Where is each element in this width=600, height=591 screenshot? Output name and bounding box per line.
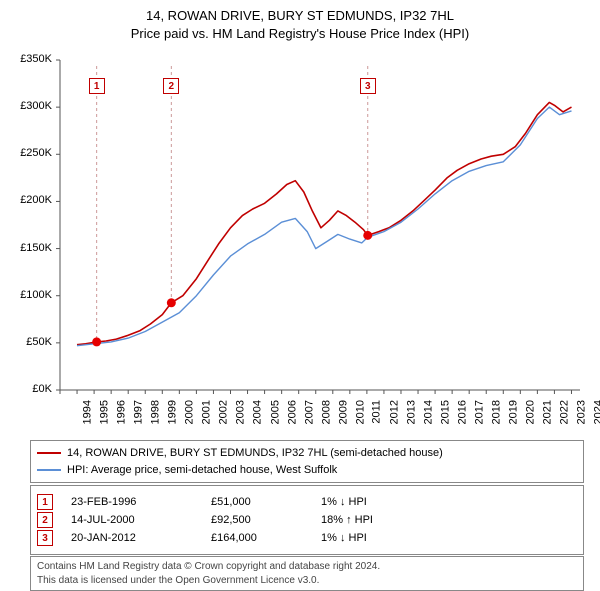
x-tick-label: 1995 [99,400,111,424]
transaction-price-3: £164,000 [211,532,321,544]
x-tick-label: 2010 [354,400,366,424]
transaction-row-1: 1 23-FEB-1996 £51,000 1% ↓ HPI [37,494,577,510]
transaction-marker-3: 3 [37,530,53,546]
x-tick-label: 2018 [491,400,503,424]
chart-transaction-marker: 1 [89,78,105,94]
y-tick-label: £200K [4,194,52,206]
x-tick-label: 2002 [218,400,230,424]
legend-row-property: 14, ROWAN DRIVE, BURY ST EDMUNDS, IP32 7… [37,445,577,462]
x-tick-label: 1998 [150,400,162,424]
x-tick-label: 2012 [388,400,400,424]
y-tick-label: £350K [4,53,52,65]
x-tick-label: 2001 [201,400,213,424]
y-tick-label: £300K [4,100,52,112]
x-tick-label: 2022 [559,400,571,424]
legend-row-hpi: HPI: Average price, semi-detached house,… [37,462,577,479]
legend-box: 14, ROWAN DRIVE, BURY ST EDMUNDS, IP32 7… [30,440,584,483]
chart-transaction-marker: 2 [163,78,179,94]
transaction-delta-2: 18% ↑ HPI [321,514,577,526]
y-tick-label: £250K [4,147,52,159]
x-tick-label: 1997 [133,400,145,424]
x-tick-label: 2008 [320,400,332,424]
x-tick-label: 1996 [116,400,128,424]
transaction-marker-1: 1 [37,494,53,510]
transaction-price-1: £51,000 [211,496,321,508]
x-tick-label: 2011 [370,400,382,424]
transaction-date-1: 23-FEB-1996 [71,496,211,508]
caption-line2: This data is licensed under the Open Gov… [37,574,577,588]
x-tick-label: 2003 [235,400,247,424]
x-tick-label: 2023 [576,400,588,424]
transaction-delta-3: 1% ↓ HPI [321,532,577,544]
x-tick-label: 2014 [422,400,434,424]
chart-area: £0K £50K £100K £150K £200K £250K £300K £350K 19… [0,50,600,440]
legend-label-property: 14, ROWAN DRIVE, BURY ST EDMUNDS, IP32 7… [67,445,443,462]
chart-transaction-marker: 3 [360,78,376,94]
x-tick-label: 1999 [167,400,179,424]
chart-title-line1: 14, ROWAN DRIVE, BURY ST EDMUNDS, IP32 7… [0,8,600,23]
caption-box: Contains HM Land Registry data © Crown c… [30,556,584,591]
transaction-marker-2: 2 [37,512,53,528]
x-tick-label: 2020 [525,400,537,424]
chart-title-line2: Price paid vs. HM Land Registry's House … [0,26,600,41]
transaction-delta-1: 1% ↓ HPI [321,496,577,508]
x-tick-label: 2019 [508,400,520,424]
x-tick-label: 2013 [405,400,417,424]
transaction-row-2: 2 14-JUL-2000 £92,500 18% ↑ HPI [37,512,577,528]
x-tick-label: 2009 [337,400,349,424]
x-tick-label: 2004 [252,400,264,424]
x-tick-label: 2024 [593,400,600,424]
x-tick-label: 2000 [184,400,196,424]
transaction-date-2: 14-JUL-2000 [71,514,211,526]
chart-svg [0,50,600,440]
x-tick-label: 2017 [474,400,486,424]
transaction-price-2: £92,500 [211,514,321,526]
x-tick-label: 2015 [440,400,452,424]
y-tick-label: £50K [4,336,52,348]
y-tick-label: £0K [4,383,52,395]
y-tick-label: £150K [4,242,52,254]
transaction-row-3: 3 20-JAN-2012 £164,000 1% ↓ HPI [37,530,577,546]
y-tick-label: £100K [4,289,52,301]
x-tick-label: 2006 [286,400,298,424]
legend-label-hpi: HPI: Average price, semi-detached house,… [67,462,337,479]
caption-line1: Contains HM Land Registry data © Crown c… [37,560,577,574]
x-tick-label: 2021 [542,400,554,424]
transactions-box: 1 23-FEB-1996 £51,000 1% ↓ HPI 2 14-JUL-… [30,485,584,555]
transaction-date-3: 20-JAN-2012 [71,532,211,544]
legend-swatch-property [37,452,61,454]
legend-swatch-hpi [37,469,61,471]
x-tick-label: 2007 [303,400,315,424]
x-tick-label: 2016 [457,400,469,424]
x-tick-label: 1994 [81,400,93,424]
x-tick-label: 2005 [269,400,281,424]
